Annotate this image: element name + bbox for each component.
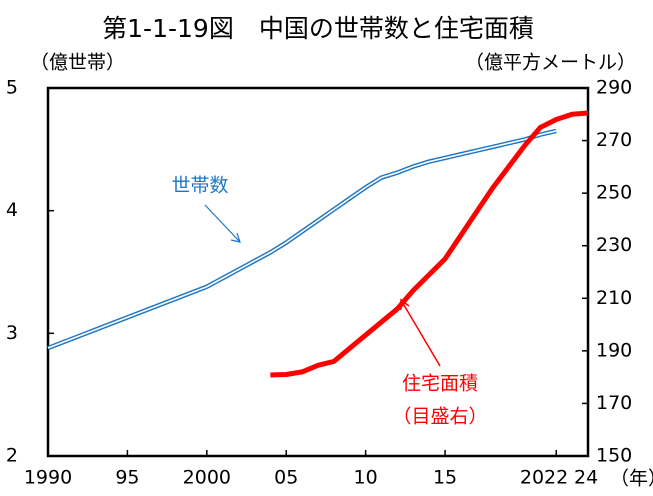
y-axis-label: （億世帯） xyxy=(30,52,125,74)
y-tick-label: 3 xyxy=(6,322,18,344)
y2-tick-label: 170 xyxy=(596,392,632,414)
y2-tick-label: 150 xyxy=(596,445,632,467)
series-annotation: 住宅面積 xyxy=(402,373,478,395)
x-tick-label: 24 xyxy=(574,467,598,489)
series-line-inner xyxy=(47,130,557,349)
plot-frame xyxy=(46,86,590,458)
series-annotation: 世帯数 xyxy=(171,175,228,197)
y2-tick-label: 210 xyxy=(596,287,632,309)
annotation-arrowhead xyxy=(230,232,241,243)
chart-title: 第1-1-19図 中国の世帯数と住宅面積 xyxy=(102,14,534,43)
annotation-arrow xyxy=(400,299,441,367)
series-line xyxy=(47,128,557,351)
y-tick-label: 2 xyxy=(6,445,18,467)
x-tick-label: 2000 xyxy=(183,467,231,489)
series-annotation-note: （目盛右） xyxy=(392,406,487,428)
x-tick-label: 95 xyxy=(115,467,139,489)
x-axis-label: （年） xyxy=(610,468,653,490)
y2-tick-label: 230 xyxy=(596,234,632,256)
y2-tick-label: 290 xyxy=(596,77,632,99)
annotation-arrow xyxy=(204,204,241,243)
series-line xyxy=(270,110,589,378)
x-tick-label: 15 xyxy=(433,467,457,489)
y-tick-label: 5 xyxy=(6,77,18,99)
x-tick-label: 2022 xyxy=(520,467,568,489)
y2-axis-label: （億平方メートル） xyxy=(465,52,636,74)
x-tick-label: 10 xyxy=(354,467,378,489)
x-tick-label: 05 xyxy=(274,467,298,489)
y2-tick-label: 190 xyxy=(596,339,632,361)
y-tick-label: 4 xyxy=(6,199,18,221)
y2-tick-label: 270 xyxy=(596,129,632,151)
y2-tick-label: 250 xyxy=(596,182,632,204)
x-tick-label: 1990 xyxy=(24,467,72,489)
